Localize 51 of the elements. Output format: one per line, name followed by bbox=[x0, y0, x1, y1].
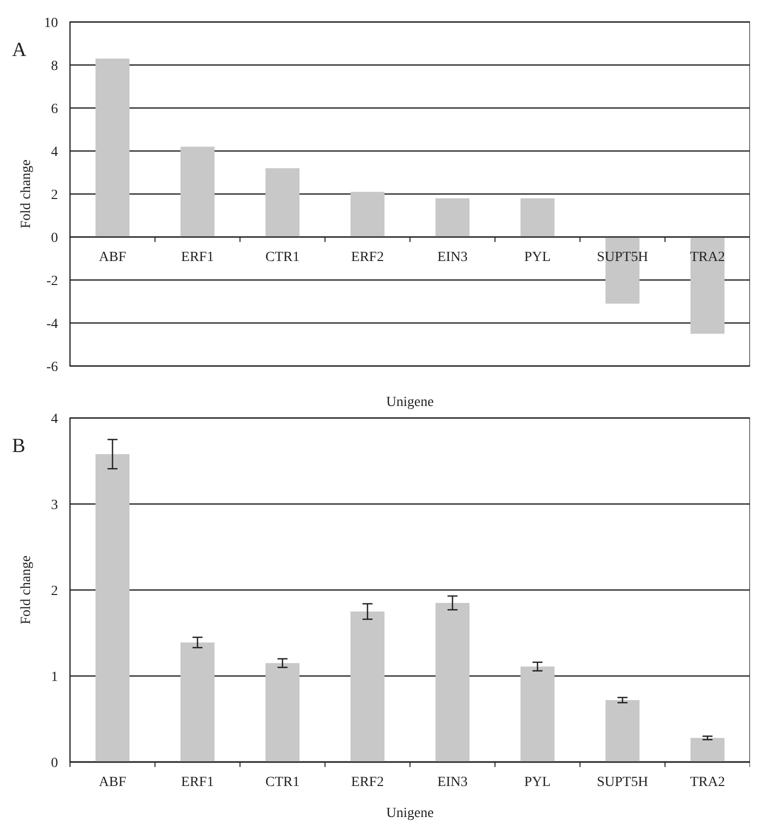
x-tick-label: ABF bbox=[98, 250, 126, 265]
y-tick-label: 0 bbox=[51, 231, 58, 246]
bar bbox=[266, 663, 300, 762]
bar bbox=[436, 198, 470, 237]
bar bbox=[520, 666, 554, 762]
y-tick-label: 0 bbox=[51, 756, 58, 771]
x-tick-label: PYL bbox=[524, 250, 551, 265]
x-tick-label: CTR1 bbox=[265, 775, 300, 790]
y-tick-label: 2 bbox=[51, 584, 58, 599]
y-axis-title: Fold change bbox=[19, 556, 34, 624]
bar bbox=[690, 237, 724, 334]
text: B bbox=[12, 435, 26, 457]
x-tick-label: SUPT5H bbox=[596, 250, 648, 265]
x-tick-label: EIN3 bbox=[437, 775, 468, 790]
y-tick-label: 2 bbox=[51, 188, 58, 203]
x-tick-label: ERF1 bbox=[181, 250, 214, 265]
y-axis-title: Fold change bbox=[19, 160, 34, 228]
y-tick-label: 3 bbox=[51, 498, 58, 513]
x-axis-title: Unigene bbox=[386, 395, 434, 410]
x-tick-label: TRA2 bbox=[690, 250, 725, 265]
bar bbox=[606, 700, 640, 762]
x-tick-label: ABF bbox=[98, 775, 126, 790]
y-tick-label: -6 bbox=[46, 360, 58, 375]
x-tick-label: PYL bbox=[524, 775, 551, 790]
bar bbox=[96, 58, 130, 237]
x-tick-label: ERF1 bbox=[181, 775, 214, 790]
x-tick-label: CTR1 bbox=[265, 250, 300, 265]
y-tick-label: -4 bbox=[46, 317, 58, 332]
bar bbox=[96, 454, 130, 762]
bar bbox=[436, 602, 470, 762]
bar bbox=[350, 612, 384, 762]
y-tick-label: 4 bbox=[51, 145, 58, 160]
bar bbox=[180, 642, 214, 762]
bar bbox=[520, 198, 554, 237]
x-tick-label: ERF2 bbox=[351, 250, 384, 265]
bar bbox=[690, 738, 724, 762]
x-tick-label: EIN3 bbox=[437, 250, 468, 265]
y-tick-label: 4 bbox=[51, 412, 58, 427]
y-tick-label: 6 bbox=[51, 102, 58, 117]
x-tick-label: ERF2 bbox=[351, 775, 384, 790]
y-tick-label: 1 bbox=[51, 670, 58, 685]
x-tick-label: SUPT5H bbox=[596, 775, 648, 790]
bar bbox=[180, 146, 214, 237]
x-axis-title: Unigene bbox=[386, 806, 434, 821]
y-tick-label: 10 bbox=[44, 16, 58, 31]
bar bbox=[266, 168, 300, 237]
text: A bbox=[12, 39, 27, 61]
y-tick-label: -2 bbox=[46, 274, 58, 289]
y-tick-label: 8 bbox=[51, 59, 58, 74]
bar bbox=[350, 192, 384, 237]
x-tick-label: TRA2 bbox=[690, 775, 725, 790]
